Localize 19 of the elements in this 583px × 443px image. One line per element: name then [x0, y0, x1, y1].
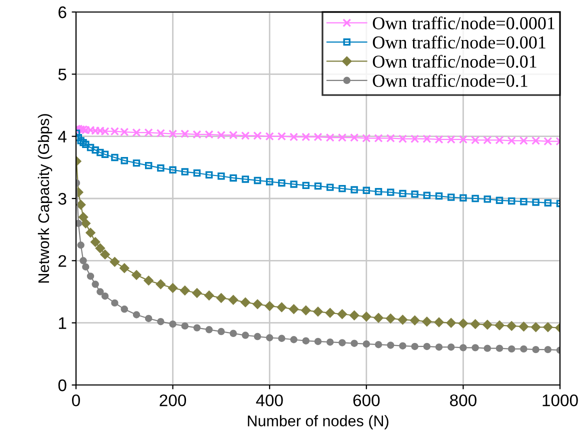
legend-label: Own traffic/node=0.01: [372, 54, 536, 68]
legend-label: Own traffic/node=0.001: [372, 36, 546, 49]
x-tick-label: 0: [72, 394, 80, 406]
y-tick-label: 2: [58, 255, 66, 267]
x-tick-label: 800: [450, 394, 476, 406]
y-tick-label: 3: [58, 192, 66, 205]
y-tick-label: 4: [58, 130, 66, 142]
y-tick-label: 0: [58, 379, 66, 392]
x-tick-label: 200: [160, 394, 186, 406]
legend-label: Own traffic/node=0.0001: [372, 16, 554, 30]
y-axis-title: Network Capacity (Gbps): [38, 114, 52, 283]
x-tick-label: 400: [256, 394, 283, 406]
legend-label: Own traffic/node=0.1: [372, 74, 528, 87]
y-tick-label: 1: [58, 317, 66, 329]
x-axis-title: Number of nodes (N): [248, 415, 388, 430]
x-tick-label: 1000: [542, 394, 578, 406]
x-tick-label: 600: [353, 394, 380, 406]
y-tick-label: 6: [58, 6, 66, 18]
y-tick-label: 5: [58, 68, 66, 80]
